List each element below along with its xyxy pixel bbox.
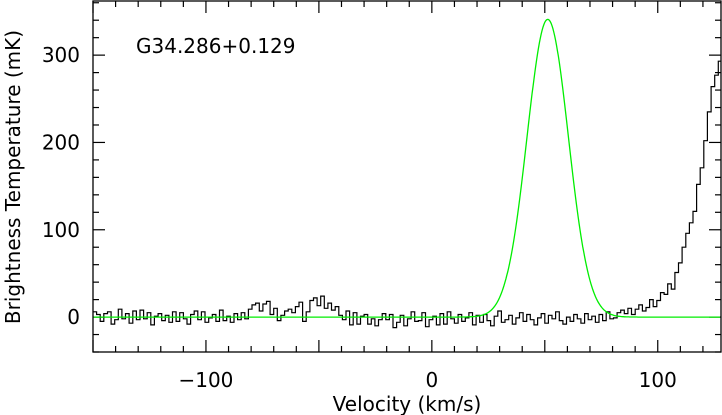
y-tick-label: 300 [42,43,80,67]
y-tick-label: 200 [42,130,80,154]
y-axis-label: Brightness Temperature (mK) [1,30,25,324]
source-annotation: G34.286+0.129 [136,34,296,58]
x-tick-label: −100 [178,368,233,392]
y-tick-label: 0 [67,305,80,329]
x-axis-label: Velocity (km/s) [333,392,482,415]
y-tick-label: 100 [42,218,80,242]
x-ticks [92,1,704,352]
x-tick-labels: −100 0 100 [178,368,676,392]
plot-frame [92,0,722,353]
observed-spectrum-line [93,60,721,329]
x-tick-label: 100 [639,368,677,392]
x-tick-label: 0 [425,368,438,392]
gaussian-fit-line [93,18,721,318]
y-tick-labels: 0 100 200 300 [42,43,80,329]
